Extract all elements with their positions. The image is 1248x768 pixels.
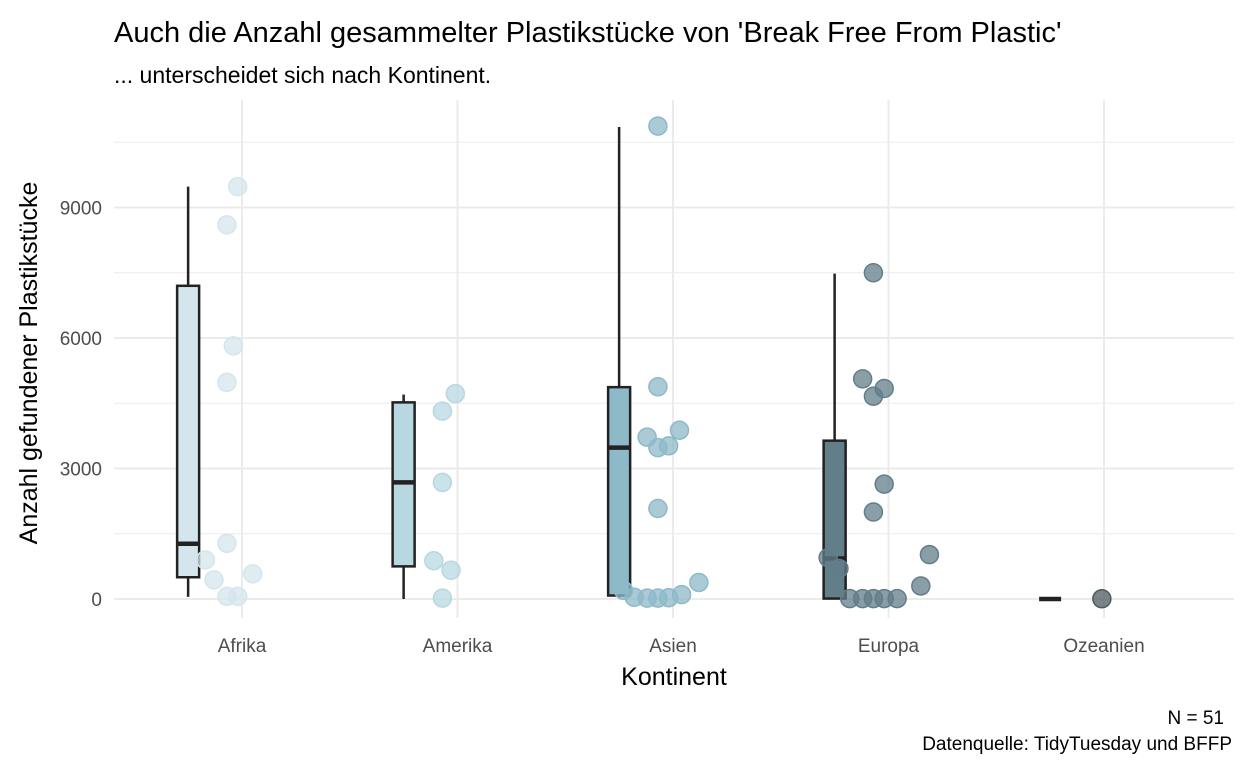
data-point: [829, 558, 849, 579]
grid-lines: [114, 100, 1234, 618]
data-point: [243, 564, 263, 584]
box-layer: [175, 127, 1062, 602]
x-tick-label: Europa: [858, 636, 920, 657]
x-axis-title: Kontinent: [621, 663, 727, 691]
data-point: [432, 401, 453, 421]
data-point: [441, 560, 461, 581]
data-point: [658, 436, 679, 456]
y-tick-label: 9000: [60, 199, 102, 220]
data-point: [432, 472, 453, 493]
data-point: [689, 572, 709, 593]
x-tick-label: Ozeanien: [1063, 636, 1144, 657]
data-point: [648, 498, 668, 519]
box-amerika: [391, 394, 416, 599]
x-tick-label: Asien: [649, 636, 697, 657]
box-asien: [606, 127, 632, 598]
data-point: [227, 176, 248, 197]
caption-source: Datenquelle: TidyTuesday und BFFP: [922, 734, 1232, 755]
data-point: [223, 336, 244, 356]
data-point: [432, 588, 453, 608]
data-point: [863, 386, 884, 407]
data-point: [1092, 589, 1112, 609]
y-tick-label: 6000: [60, 329, 102, 350]
data-point: [658, 587, 679, 608]
data-point: [669, 420, 690, 440]
data-point: [863, 502, 884, 522]
y-axis-ticks: 0 3000 6000 9000: [60, 199, 102, 612]
data-point: [919, 544, 940, 565]
data-point: [874, 474, 894, 494]
data-point: [217, 533, 237, 554]
chart-title: Auch die Anzahl gesammelter Plastikstück…: [114, 17, 1062, 49]
y-tick-label: 0: [91, 590, 102, 611]
data-point: [911, 576, 931, 596]
data-point: [217, 372, 237, 393]
point-layer: [195, 116, 1112, 609]
box-afrika: [175, 186, 201, 597]
caption-n: N = 51: [1167, 708, 1224, 729]
data-point: [204, 570, 224, 590]
data-point: [648, 116, 668, 136]
data-point: [195, 550, 216, 570]
x-tick-label: Afrika: [218, 636, 267, 657]
data-point: [887, 588, 907, 609]
box-iqr: [606, 385, 632, 597]
y-axis-title: Anzahl gefundener Plastikstücke: [15, 182, 43, 545]
data-point: [217, 215, 237, 235]
y-tick-label: 3000: [60, 460, 102, 481]
data-point: [863, 263, 884, 283]
data-point: [852, 369, 873, 389]
data-point: [227, 586, 248, 607]
x-axis-ticks: Afrika Amerika Asien Europa Ozeanien: [218, 636, 1145, 657]
data-point: [424, 550, 444, 571]
x-tick-label: Amerika: [423, 636, 493, 657]
data-point: [445, 383, 466, 404]
box-iqr: [175, 284, 201, 579]
chart-subtitle: ... unterscheidet sich nach Kontinent.: [114, 62, 491, 88]
data-point: [648, 376, 668, 397]
